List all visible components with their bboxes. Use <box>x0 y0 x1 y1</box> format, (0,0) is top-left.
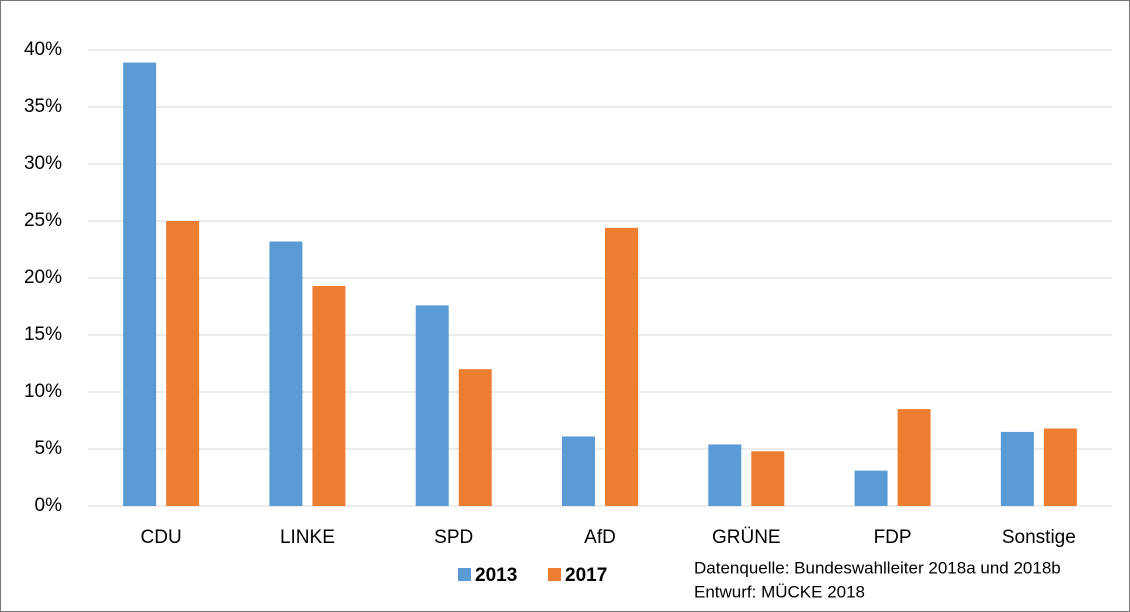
legend-swatch <box>458 568 471 581</box>
y-tick-label: 10% <box>24 381 62 402</box>
bar <box>854 470 888 506</box>
legend-swatch <box>548 568 561 581</box>
y-tick-label: 20% <box>24 267 62 288</box>
bar <box>562 436 595 506</box>
legend-label: 2017 <box>565 565 607 586</box>
bar <box>1000 431 1034 506</box>
y-tick-label: 15% <box>24 324 62 345</box>
y-tick-label: 40% <box>24 39 62 60</box>
y-tick-label: 5% <box>35 438 63 459</box>
source-note: Entwurf: MÜCKE 2018 <box>694 582 865 601</box>
x-tick-label: FDP <box>874 527 912 548</box>
y-tick-label: 35% <box>24 96 62 117</box>
bar <box>312 285 346 506</box>
bar <box>708 444 742 506</box>
bar <box>415 305 449 506</box>
y-tick-label: 25% <box>24 210 62 231</box>
x-tick-label: CDU <box>141 527 182 548</box>
legend-label: 2013 <box>475 565 517 586</box>
x-tick-label: LINKE <box>280 527 335 548</box>
x-tick-label: GRÜNE <box>712 527 781 548</box>
y-tick-label: 0% <box>35 495 63 516</box>
source-note: Datenquelle: Bundeswahlleiter 2018a und … <box>694 558 1061 577</box>
bar <box>458 369 492 506</box>
bar <box>123 62 157 506</box>
bar <box>605 227 638 506</box>
x-tick-label: SPD <box>434 527 473 548</box>
bar <box>269 241 303 506</box>
y-tick-label: 30% <box>24 153 62 174</box>
x-tick-label: AfD <box>584 527 616 548</box>
bar <box>751 451 785 506</box>
bar <box>166 221 200 506</box>
x-tick-label: Sonstige <box>1002 527 1076 548</box>
bar <box>1043 428 1077 506</box>
bar <box>897 409 931 506</box>
